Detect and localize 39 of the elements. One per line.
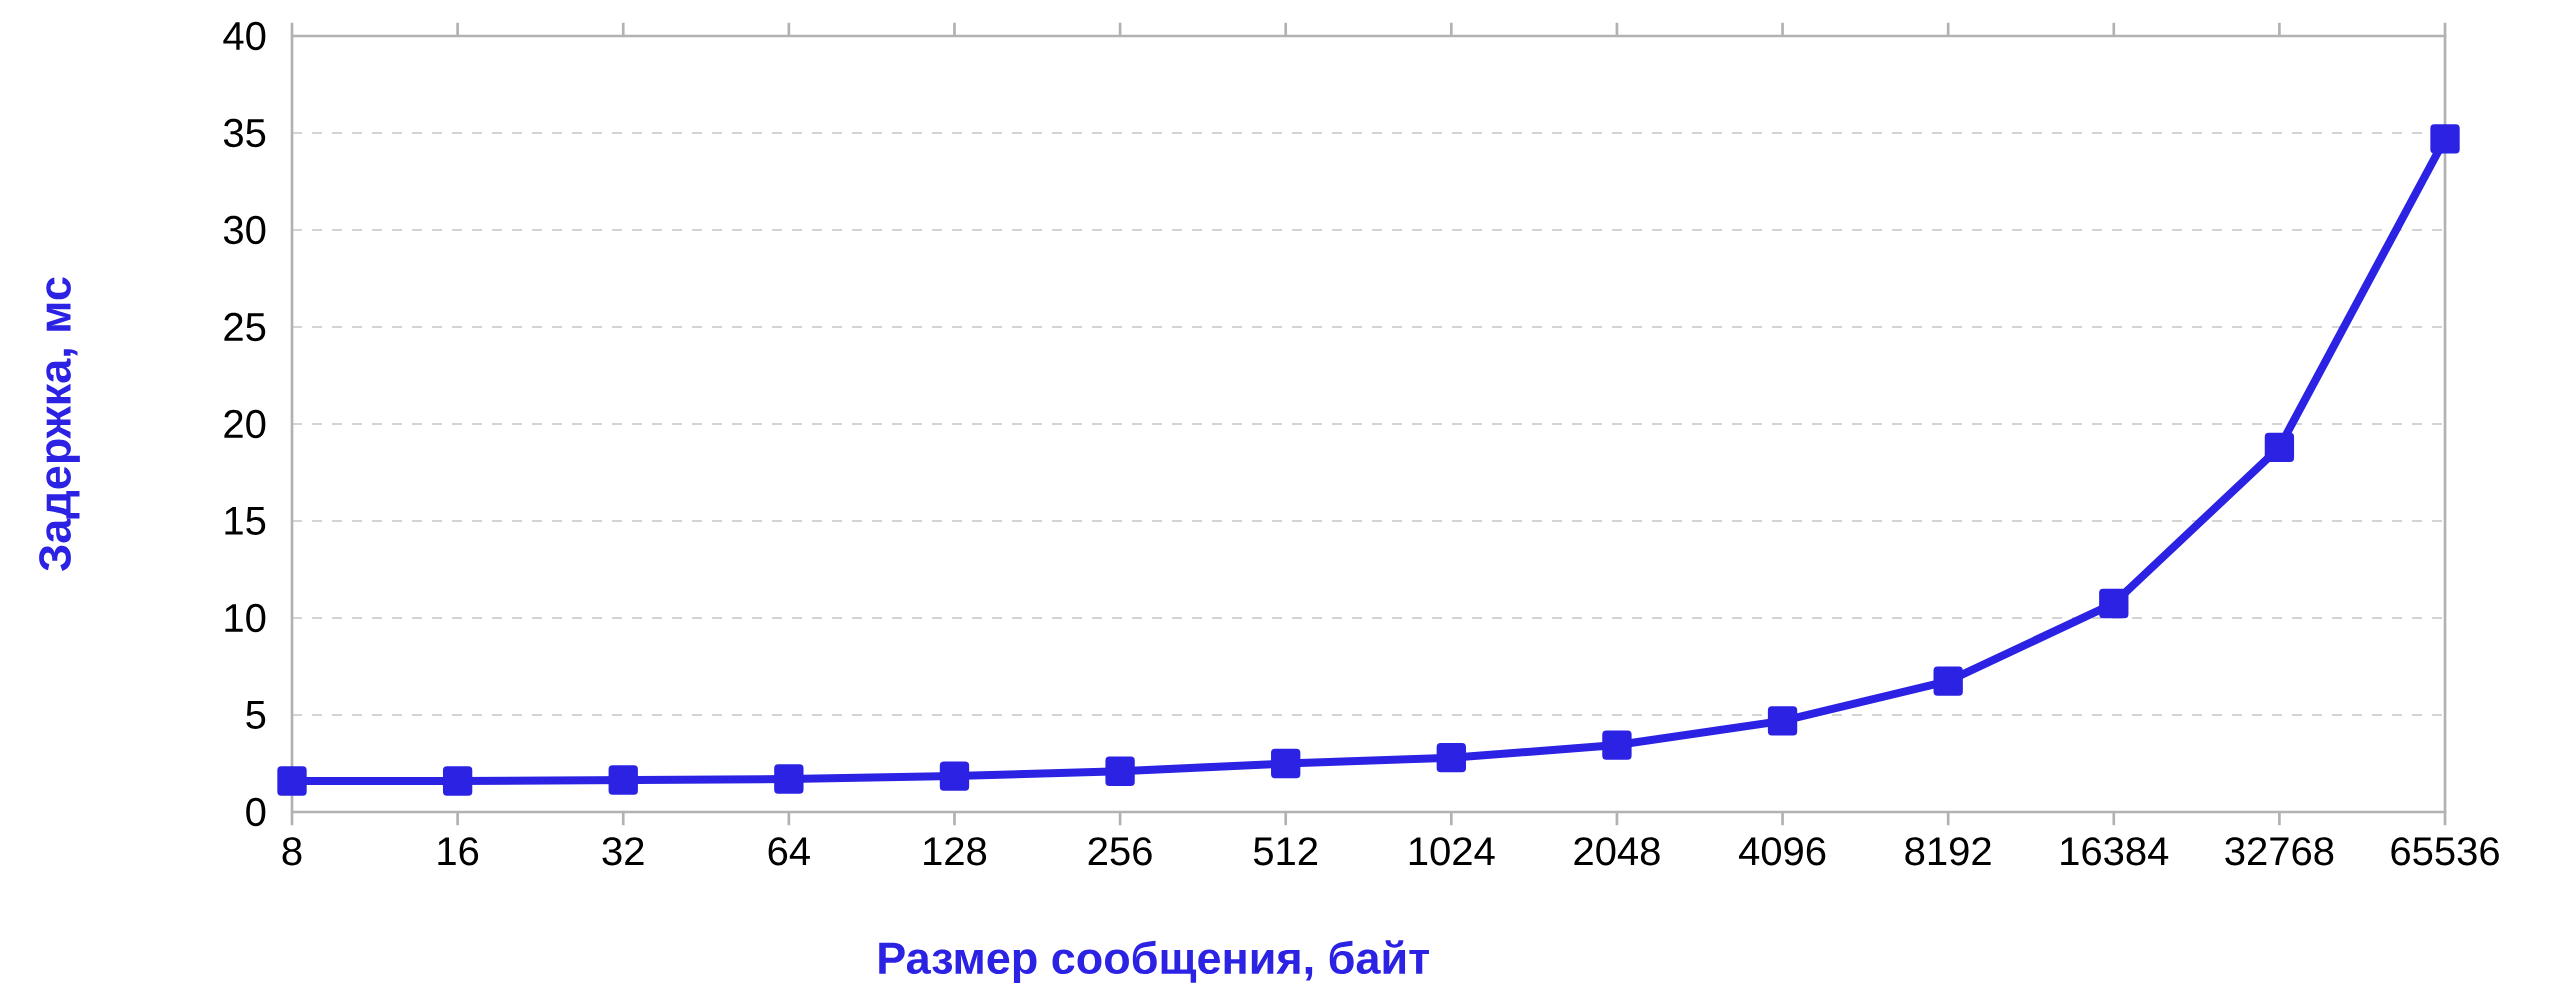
x-tick-label: 64 xyxy=(768,837,810,866)
x-tick-label: 32 xyxy=(602,837,644,866)
point xyxy=(442,766,473,796)
y-tick-label: 25 xyxy=(224,312,266,342)
point xyxy=(939,761,970,791)
x-tick-label: 16384 xyxy=(2061,837,2169,866)
x-tick-label: 8192 xyxy=(1905,837,1991,866)
y-tick-label: 10 xyxy=(225,603,266,633)
x-tick-label: 16 xyxy=(438,837,479,866)
point xyxy=(1933,666,1963,696)
y-tick-label: 35 xyxy=(223,118,266,148)
point xyxy=(608,765,638,795)
point xyxy=(1271,748,1301,779)
x-tick-label: 1024 xyxy=(1409,837,1495,866)
y-tick-label: 40 xyxy=(223,21,266,51)
point xyxy=(277,766,307,796)
x-tick-label: 512 xyxy=(1253,837,1318,866)
x-tick-label: 65536 xyxy=(2391,837,2499,866)
y-tick-label: 5 xyxy=(246,701,266,729)
x-tick-label: 32768 xyxy=(2225,837,2334,866)
x-tick-label: 256 xyxy=(1088,837,1152,866)
point xyxy=(774,764,804,794)
point xyxy=(1105,756,1135,786)
point xyxy=(1767,706,1798,736)
point xyxy=(2099,588,2129,619)
point xyxy=(2264,432,2295,462)
x-tick-label: 4096 xyxy=(1739,837,1826,866)
x-axis-title: Размер сообщения, байт xyxy=(879,940,1429,983)
point xyxy=(2430,124,2460,154)
y-tick-label: 20 xyxy=(224,409,266,439)
x-tick-label: 2048 xyxy=(1574,837,1660,866)
point xyxy=(1602,730,1632,760)
y-axis-title: Задержка, мс xyxy=(39,277,80,571)
y-tick-label: 30 xyxy=(223,215,266,245)
y-tick-label: 15 xyxy=(225,507,266,535)
y-tick-label: 0 xyxy=(246,797,266,827)
x-tick-label: 128 xyxy=(924,837,987,866)
x-tick-label: 8 xyxy=(282,837,302,866)
point xyxy=(1436,742,1466,773)
